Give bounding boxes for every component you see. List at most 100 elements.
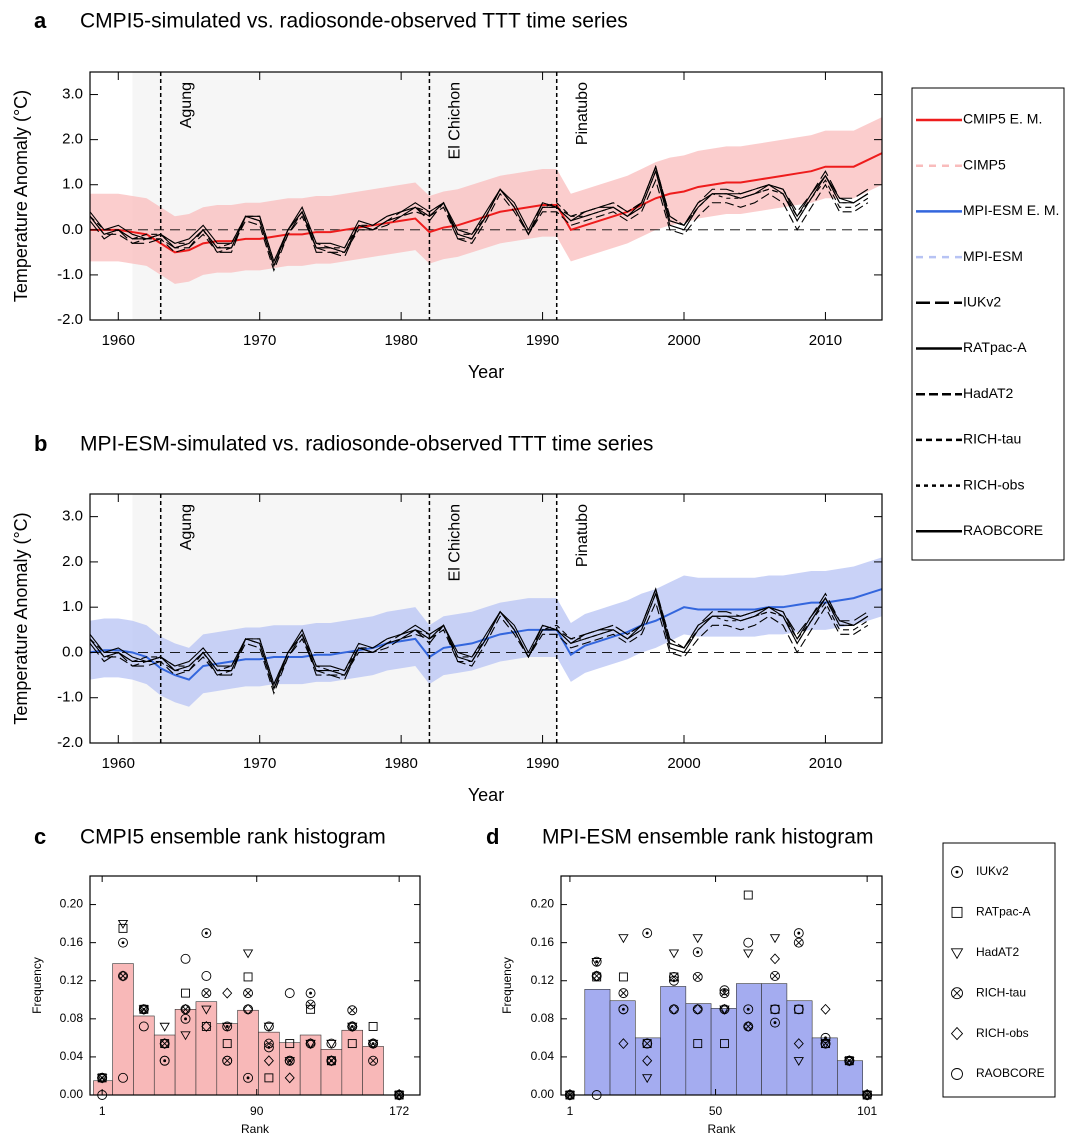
observation-marker	[743, 937, 754, 948]
observation-marker	[642, 1074, 653, 1084]
marker-shape	[184, 1017, 187, 1021]
marker-shape	[746, 1007, 750, 1011]
legend-box	[911, 87, 1065, 561]
marker-shape	[97, 1072, 108, 1084]
event-label: El Chichon	[447, 82, 464, 159]
observation-marker	[222, 1039, 232, 1049]
y-tick-label: 0.16	[60, 935, 84, 949]
observation-marker	[118, 923, 128, 933]
x-tick-label: 1960	[102, 332, 135, 349]
marker-shape	[668, 1004, 679, 1015]
marker-shape	[284, 1072, 295, 1084]
observation-marker	[263, 1038, 274, 1049]
observation-marker	[305, 1038, 316, 1049]
observation-marker	[263, 1021, 274, 1032]
legend-label: RICH-obs	[963, 476, 1024, 492]
marker-shape	[326, 1055, 337, 1067]
marker-shape	[307, 1001, 314, 1008]
legend-label: CMIP5 E. M.	[963, 111, 1042, 127]
y-tick-label: 0.20	[531, 897, 555, 911]
observation-marker	[284, 988, 295, 999]
legend-label: HadAT2	[963, 385, 1014, 401]
marker-shape	[118, 937, 128, 948]
marker-shape	[263, 1038, 274, 1049]
observation-marker	[770, 971, 780, 981]
y-axis-label: Frequency	[30, 957, 44, 1014]
marker-shape	[204, 931, 208, 935]
marker-shape	[951, 987, 963, 1000]
marker-shape	[201, 1020, 212, 1032]
plot-frame	[89, 71, 883, 321]
observation-marker	[618, 1004, 629, 1015]
marker-shape	[668, 975, 679, 986]
marker-shape	[769, 934, 781, 944]
observation-marker	[284, 1072, 295, 1084]
observation-line	[90, 601, 869, 695]
observation-marker	[180, 1031, 191, 1041]
chart-title: MPI-ESM ensemble rank histogram	[542, 826, 873, 849]
y-axis-label: Frequency	[500, 957, 514, 1014]
marker-shape	[773, 1021, 777, 1025]
marker-shape	[222, 1039, 232, 1049]
marker-shape	[225, 1024, 229, 1028]
x-tick-label: 101	[857, 1104, 877, 1118]
marker-shape	[201, 988, 212, 999]
observation-marker	[96, 1074, 108, 1084]
marker-shape	[793, 1057, 804, 1067]
chart-title: MPI-ESM-simulated vs. radiosonde-observe…	[80, 433, 653, 456]
marker-shape	[719, 988, 730, 999]
observation-marker	[743, 1004, 754, 1015]
marker-shape	[793, 1038, 804, 1050]
marker-shape	[305, 1038, 316, 1049]
y-tick-label: 0.12	[531, 973, 555, 987]
observation-marker	[347, 1005, 358, 1016]
y-tick-label: -1.0	[57, 266, 83, 283]
marker-shape	[347, 1005, 358, 1016]
legend-label: MPI-ESM	[963, 248, 1023, 264]
marker-shape	[222, 987, 233, 999]
legend-box	[942, 842, 1056, 1098]
observation-marker	[159, 1022, 170, 1032]
marker-shape	[246, 1076, 250, 1080]
marker-shape	[222, 1055, 233, 1066]
marker-shape	[669, 972, 679, 982]
observation-marker	[97, 1072, 108, 1084]
marker-shape	[118, 1072, 128, 1083]
marker-shape	[723, 988, 726, 992]
observation-marker	[618, 972, 628, 982]
marker-shape	[591, 970, 602, 982]
observation-marker	[668, 1004, 679, 1015]
observation-marker	[284, 1057, 295, 1067]
chart-title: CMPI5-simulated vs. radiosonde-observed …	[80, 10, 628, 33]
marker-shape	[770, 1004, 780, 1014]
bar	[362, 1046, 384, 1096]
marker-shape	[305, 999, 316, 1010]
marker-shape	[305, 988, 316, 999]
bar	[736, 983, 762, 1096]
marker-shape	[138, 1021, 149, 1032]
x-tick-label: 1980	[384, 755, 417, 772]
observation-marker	[222, 1022, 233, 1032]
marker-shape	[201, 1005, 212, 1015]
x-tick-label: 1960	[102, 755, 135, 772]
observation-marker	[820, 1038, 831, 1049]
marker-shape	[326, 1039, 337, 1049]
marker-shape	[244, 989, 252, 997]
marker-shape	[284, 988, 295, 999]
observation-marker	[719, 985, 730, 996]
observation-marker	[201, 988, 212, 999]
marker-shape	[159, 1055, 170, 1066]
bar	[93, 1080, 113, 1096]
observation-marker	[222, 987, 233, 999]
marker-shape	[286, 1057, 293, 1064]
observation-marker	[201, 1020, 212, 1032]
marker-shape	[743, 1020, 754, 1032]
marker-shape	[182, 1006, 189, 1013]
plot-frame	[560, 875, 883, 1096]
marker-shape	[347, 1039, 357, 1049]
marker-shape	[771, 972, 779, 980]
marker-shape	[743, 1004, 754, 1015]
marker-shape	[820, 1039, 831, 1049]
observation-marker	[618, 988, 629, 999]
